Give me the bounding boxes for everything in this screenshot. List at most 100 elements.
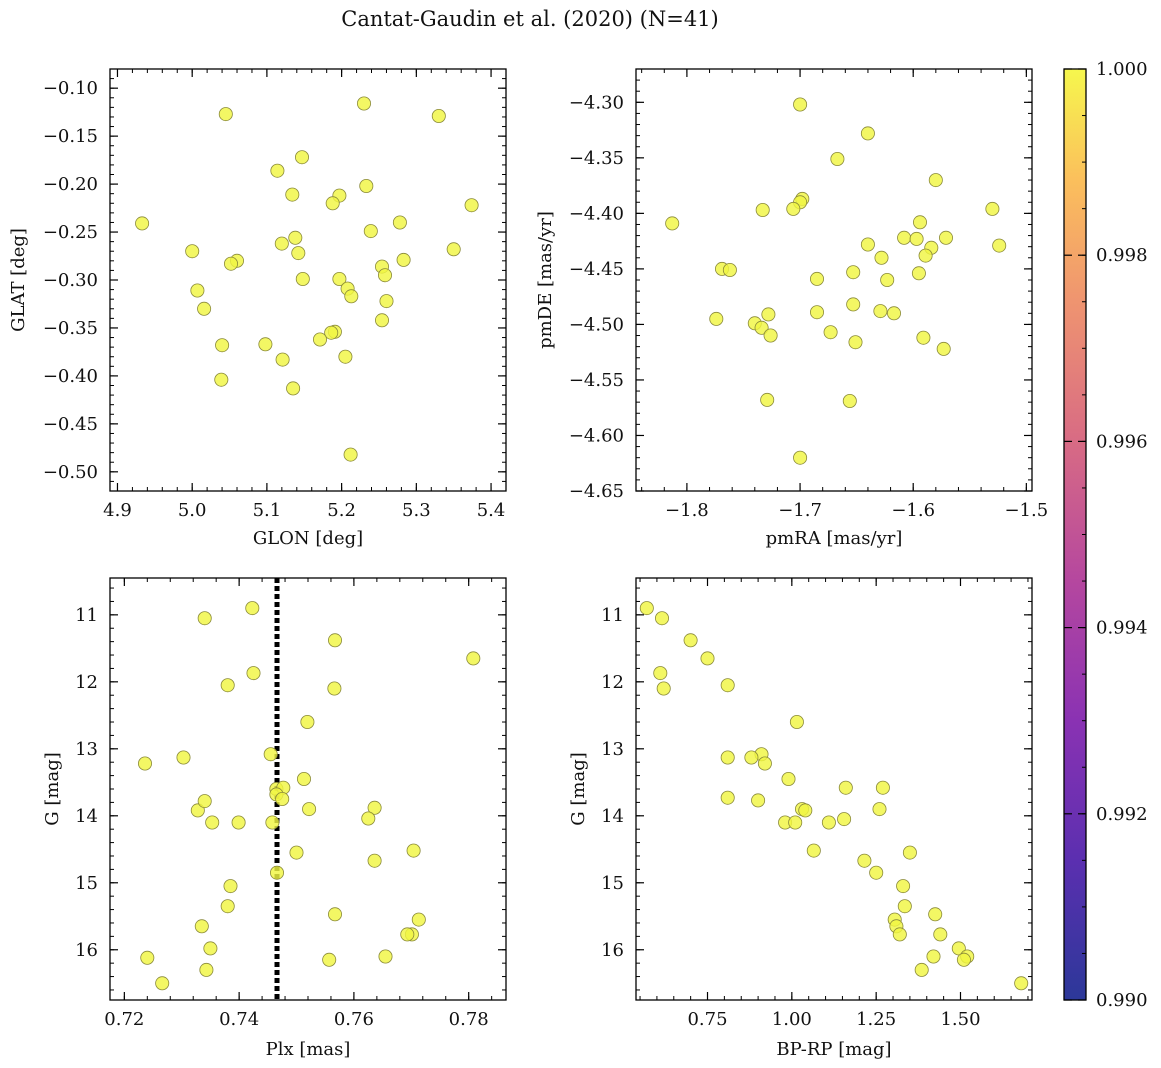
data-point xyxy=(466,651,481,666)
x-axis-label: GLON [deg] xyxy=(253,528,363,549)
data-point xyxy=(291,246,306,261)
colorbar-tick-label: 0.992 xyxy=(1096,804,1148,825)
x-tick-label: 0.78 xyxy=(449,1009,489,1030)
data-point xyxy=(258,337,273,352)
panel-plx-g: 0.72 0.74 0.76 0.78 11 12 13 14 15 16 Plx [mas] G… xyxy=(42,577,507,1060)
data-point xyxy=(205,815,220,830)
x-axis-label: Plx [mas] xyxy=(266,1039,351,1060)
axes-frame xyxy=(635,68,1033,492)
y-tick-label: 14 xyxy=(75,806,98,827)
data-point xyxy=(872,802,887,817)
axes-frame xyxy=(109,68,507,492)
data-point xyxy=(751,793,766,808)
data-point xyxy=(823,325,838,340)
y-tick-label: 15 xyxy=(601,873,624,894)
data-point xyxy=(295,271,310,286)
data-point xyxy=(406,843,421,858)
data-point xyxy=(411,912,426,927)
data-point xyxy=(655,611,670,626)
y-tick-label: −0.35 xyxy=(43,318,98,339)
y-tick-label: −4.65 xyxy=(569,481,624,502)
colorbar-tick-label: 0.994 xyxy=(1096,618,1148,639)
data-point xyxy=(294,150,309,165)
data-point xyxy=(860,237,875,252)
data-point xyxy=(245,601,260,616)
data-point xyxy=(327,633,342,648)
data-point xyxy=(343,447,358,462)
data-point xyxy=(302,802,317,817)
data-point xyxy=(928,907,943,922)
y-tick-label: −4.45 xyxy=(569,259,624,280)
data-point xyxy=(356,96,371,111)
data-point xyxy=(951,941,966,956)
x-tick-label: 0.75 xyxy=(687,1009,727,1030)
data-point xyxy=(810,271,825,286)
data-point xyxy=(215,338,230,353)
data-point xyxy=(788,815,803,830)
data-point xyxy=(332,271,347,286)
x-tick-label: 0.72 xyxy=(104,1009,144,1030)
colorbar: 0.990 0.992 0.994 0.996 0.998 1.000 xyxy=(1063,59,1148,1011)
x-tick-label: 1.50 xyxy=(940,1009,980,1030)
data-point xyxy=(760,392,775,407)
data-point xyxy=(223,256,238,271)
x-tick-label: 1.00 xyxy=(772,1009,812,1030)
data-point xyxy=(327,681,342,696)
data-point xyxy=(992,238,1007,253)
points-layer xyxy=(137,578,481,1000)
data-point xyxy=(197,301,212,316)
y-tick-label: −4.35 xyxy=(569,148,624,169)
panel-bprp-g: 0.75 1.00 1.25 1.50 11 12 13 14 15 16 BP-RP [mag]… xyxy=(568,577,1033,1060)
data-point xyxy=(363,224,378,239)
data-point xyxy=(763,328,778,343)
data-point xyxy=(218,107,233,122)
data-point xyxy=(378,949,393,964)
data-point xyxy=(892,927,907,942)
data-point xyxy=(914,962,929,977)
data-point xyxy=(837,812,852,827)
data-point xyxy=(135,216,150,231)
points-layer xyxy=(135,96,479,462)
data-point xyxy=(338,349,353,364)
data-point xyxy=(197,611,212,626)
x-tick-label: 5.4 xyxy=(477,500,506,521)
y-tick-label: −0.50 xyxy=(43,462,98,483)
x-tick-label: −1.6 xyxy=(891,500,935,521)
data-point xyxy=(665,216,680,231)
data-point xyxy=(848,335,863,350)
data-point xyxy=(873,304,888,319)
data-point xyxy=(842,393,857,408)
data-point xyxy=(194,919,209,934)
data-point xyxy=(653,666,668,681)
y-tick-label: −4.40 xyxy=(569,203,624,224)
x-tick-label: 5.3 xyxy=(402,500,431,521)
data-point xyxy=(709,311,724,326)
x-tick-label: 4.9 xyxy=(103,500,132,521)
data-point xyxy=(956,952,971,967)
colorbar-tick-label: 0.998 xyxy=(1096,245,1148,266)
data-point xyxy=(720,750,735,765)
y-axis-label: G [mag] xyxy=(42,752,63,825)
data-point xyxy=(344,289,359,304)
colorbar-tick-label: 1.000 xyxy=(1096,59,1148,80)
y-tick-label: −0.20 xyxy=(43,174,98,195)
colorbar-tick-label: 0.990 xyxy=(1096,990,1148,1011)
data-point xyxy=(744,750,759,765)
data-point xyxy=(296,772,311,787)
data-point xyxy=(396,252,411,267)
figure-title: Cantat-Gaudin et al. (2020) (N=41) xyxy=(341,7,719,31)
y-tick-label: −4.55 xyxy=(569,370,624,391)
x-tick-label: 0.76 xyxy=(334,1009,374,1030)
data-point xyxy=(185,244,200,259)
data-point xyxy=(860,126,875,141)
x-tick-label: −1.5 xyxy=(1004,500,1048,521)
x-tick-label: 5.1 xyxy=(253,500,282,521)
data-point xyxy=(755,202,770,217)
data-point xyxy=(757,756,772,771)
ticks-layer: −1.8 −1.7 −1.6 −1.5 −4.30 −4.35 −4.40 −4.45 −4.5… xyxy=(569,68,1048,521)
x-tick-label: 0.74 xyxy=(219,1009,259,1030)
data-point xyxy=(446,242,461,257)
data-point xyxy=(933,927,948,942)
x-tick-label: 5.0 xyxy=(178,500,207,521)
data-point xyxy=(985,201,1000,216)
